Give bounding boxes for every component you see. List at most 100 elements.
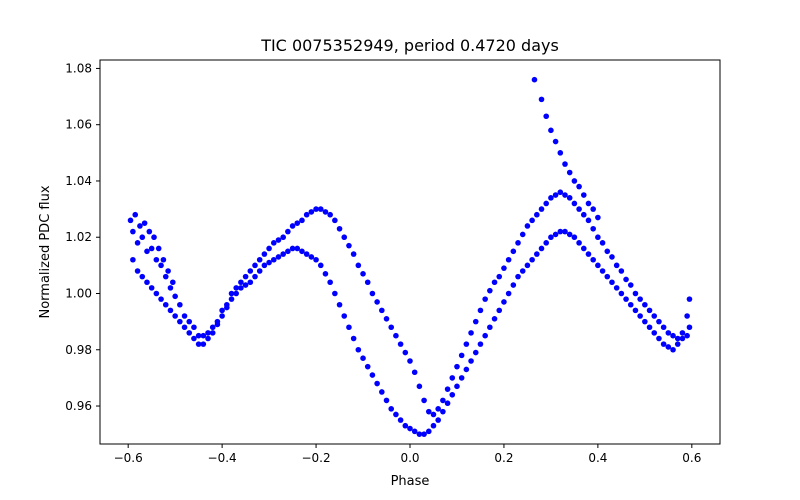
data-point — [595, 262, 601, 269]
data-points — [127, 76, 693, 437]
data-point — [177, 301, 183, 308]
data-point — [463, 341, 470, 347]
data-point — [627, 282, 634, 288]
data-point — [674, 335, 681, 342]
data-point — [256, 268, 263, 274]
data-point — [252, 273, 258, 280]
data-point — [491, 316, 498, 322]
y-axis-label: Normalized PDC flux — [38, 185, 53, 318]
data-point — [519, 231, 526, 238]
data-point — [393, 332, 399, 339]
data-point — [444, 386, 451, 392]
data-point — [548, 127, 554, 134]
x-tick-label: 0.6 — [682, 451, 701, 465]
data-point — [468, 330, 474, 336]
data-point — [590, 225, 596, 232]
data-point — [505, 290, 512, 297]
data-point — [543, 113, 550, 120]
data-point — [519, 268, 526, 274]
data-point — [482, 296, 488, 302]
data-point — [252, 262, 258, 269]
data-point — [515, 273, 521, 280]
data-point — [531, 76, 538, 83]
plot-area — [100, 60, 720, 444]
data-point — [289, 223, 296, 229]
data-point — [686, 324, 693, 331]
x-tick-label: −0.6 — [114, 451, 143, 465]
data-point — [416, 431, 423, 437]
data-point — [130, 256, 136, 263]
data-point — [590, 256, 596, 263]
data-point — [350, 335, 357, 342]
data-point — [195, 332, 202, 339]
data-point — [341, 313, 348, 319]
data-point — [317, 206, 324, 212]
data-point — [604, 273, 611, 280]
data-point — [313, 256, 319, 263]
data-point — [548, 234, 554, 241]
data-point — [562, 228, 568, 235]
data-point — [421, 431, 427, 437]
data-point — [170, 279, 176, 286]
data-point — [421, 397, 427, 404]
data-point — [444, 400, 451, 407]
data-point — [299, 248, 305, 255]
x-tick-label: −0.4 — [208, 451, 237, 465]
data-point — [397, 341, 404, 347]
data-point — [430, 422, 437, 429]
data-point — [515, 240, 521, 246]
data-point — [270, 240, 277, 246]
data-point — [571, 178, 578, 184]
data-point — [158, 296, 164, 302]
data-point — [327, 211, 333, 218]
data-point — [440, 397, 446, 404]
data-point — [665, 330, 672, 336]
data-point — [660, 324, 667, 331]
y-tick-label: 0.96 — [65, 399, 92, 413]
data-point — [172, 293, 178, 300]
data-point — [651, 313, 658, 319]
data-point — [153, 256, 160, 263]
data-point — [670, 332, 676, 339]
data-point — [308, 209, 315, 215]
data-point — [477, 341, 484, 347]
data-point — [383, 397, 390, 404]
data-point — [679, 335, 686, 342]
data-point — [153, 290, 160, 297]
data-point — [571, 234, 578, 241]
data-point — [557, 228, 564, 235]
y-tick-label: 1.00 — [65, 286, 92, 300]
data-point — [332, 290, 338, 297]
y-tick-label: 1.08 — [65, 61, 92, 75]
x-tick-label: 0.2 — [494, 451, 513, 465]
data-point — [538, 245, 545, 252]
data-point — [177, 318, 183, 325]
y-tick-label: 1.06 — [65, 118, 92, 132]
data-point — [472, 318, 479, 325]
data-point — [449, 375, 456, 381]
data-point — [660, 341, 667, 347]
y-tick-label: 0.98 — [65, 343, 92, 357]
data-point — [155, 245, 162, 252]
data-point — [151, 234, 157, 241]
data-point — [341, 234, 348, 241]
data-point — [623, 276, 629, 283]
data-point — [261, 251, 268, 257]
y-tick-label: 1.04 — [65, 174, 92, 188]
data-point — [219, 313, 225, 319]
data-point — [256, 256, 263, 263]
data-point — [219, 307, 225, 314]
data-point — [604, 248, 611, 255]
data-point — [214, 321, 221, 328]
data-point — [148, 245, 155, 252]
data-point — [684, 313, 690, 319]
data-point — [383, 316, 390, 322]
data-point — [191, 324, 197, 331]
data-point — [609, 279, 615, 286]
data-point — [566, 169, 573, 176]
data-point — [233, 285, 240, 291]
data-point — [355, 262, 362, 269]
data-point — [557, 189, 564, 196]
data-point — [303, 251, 310, 257]
